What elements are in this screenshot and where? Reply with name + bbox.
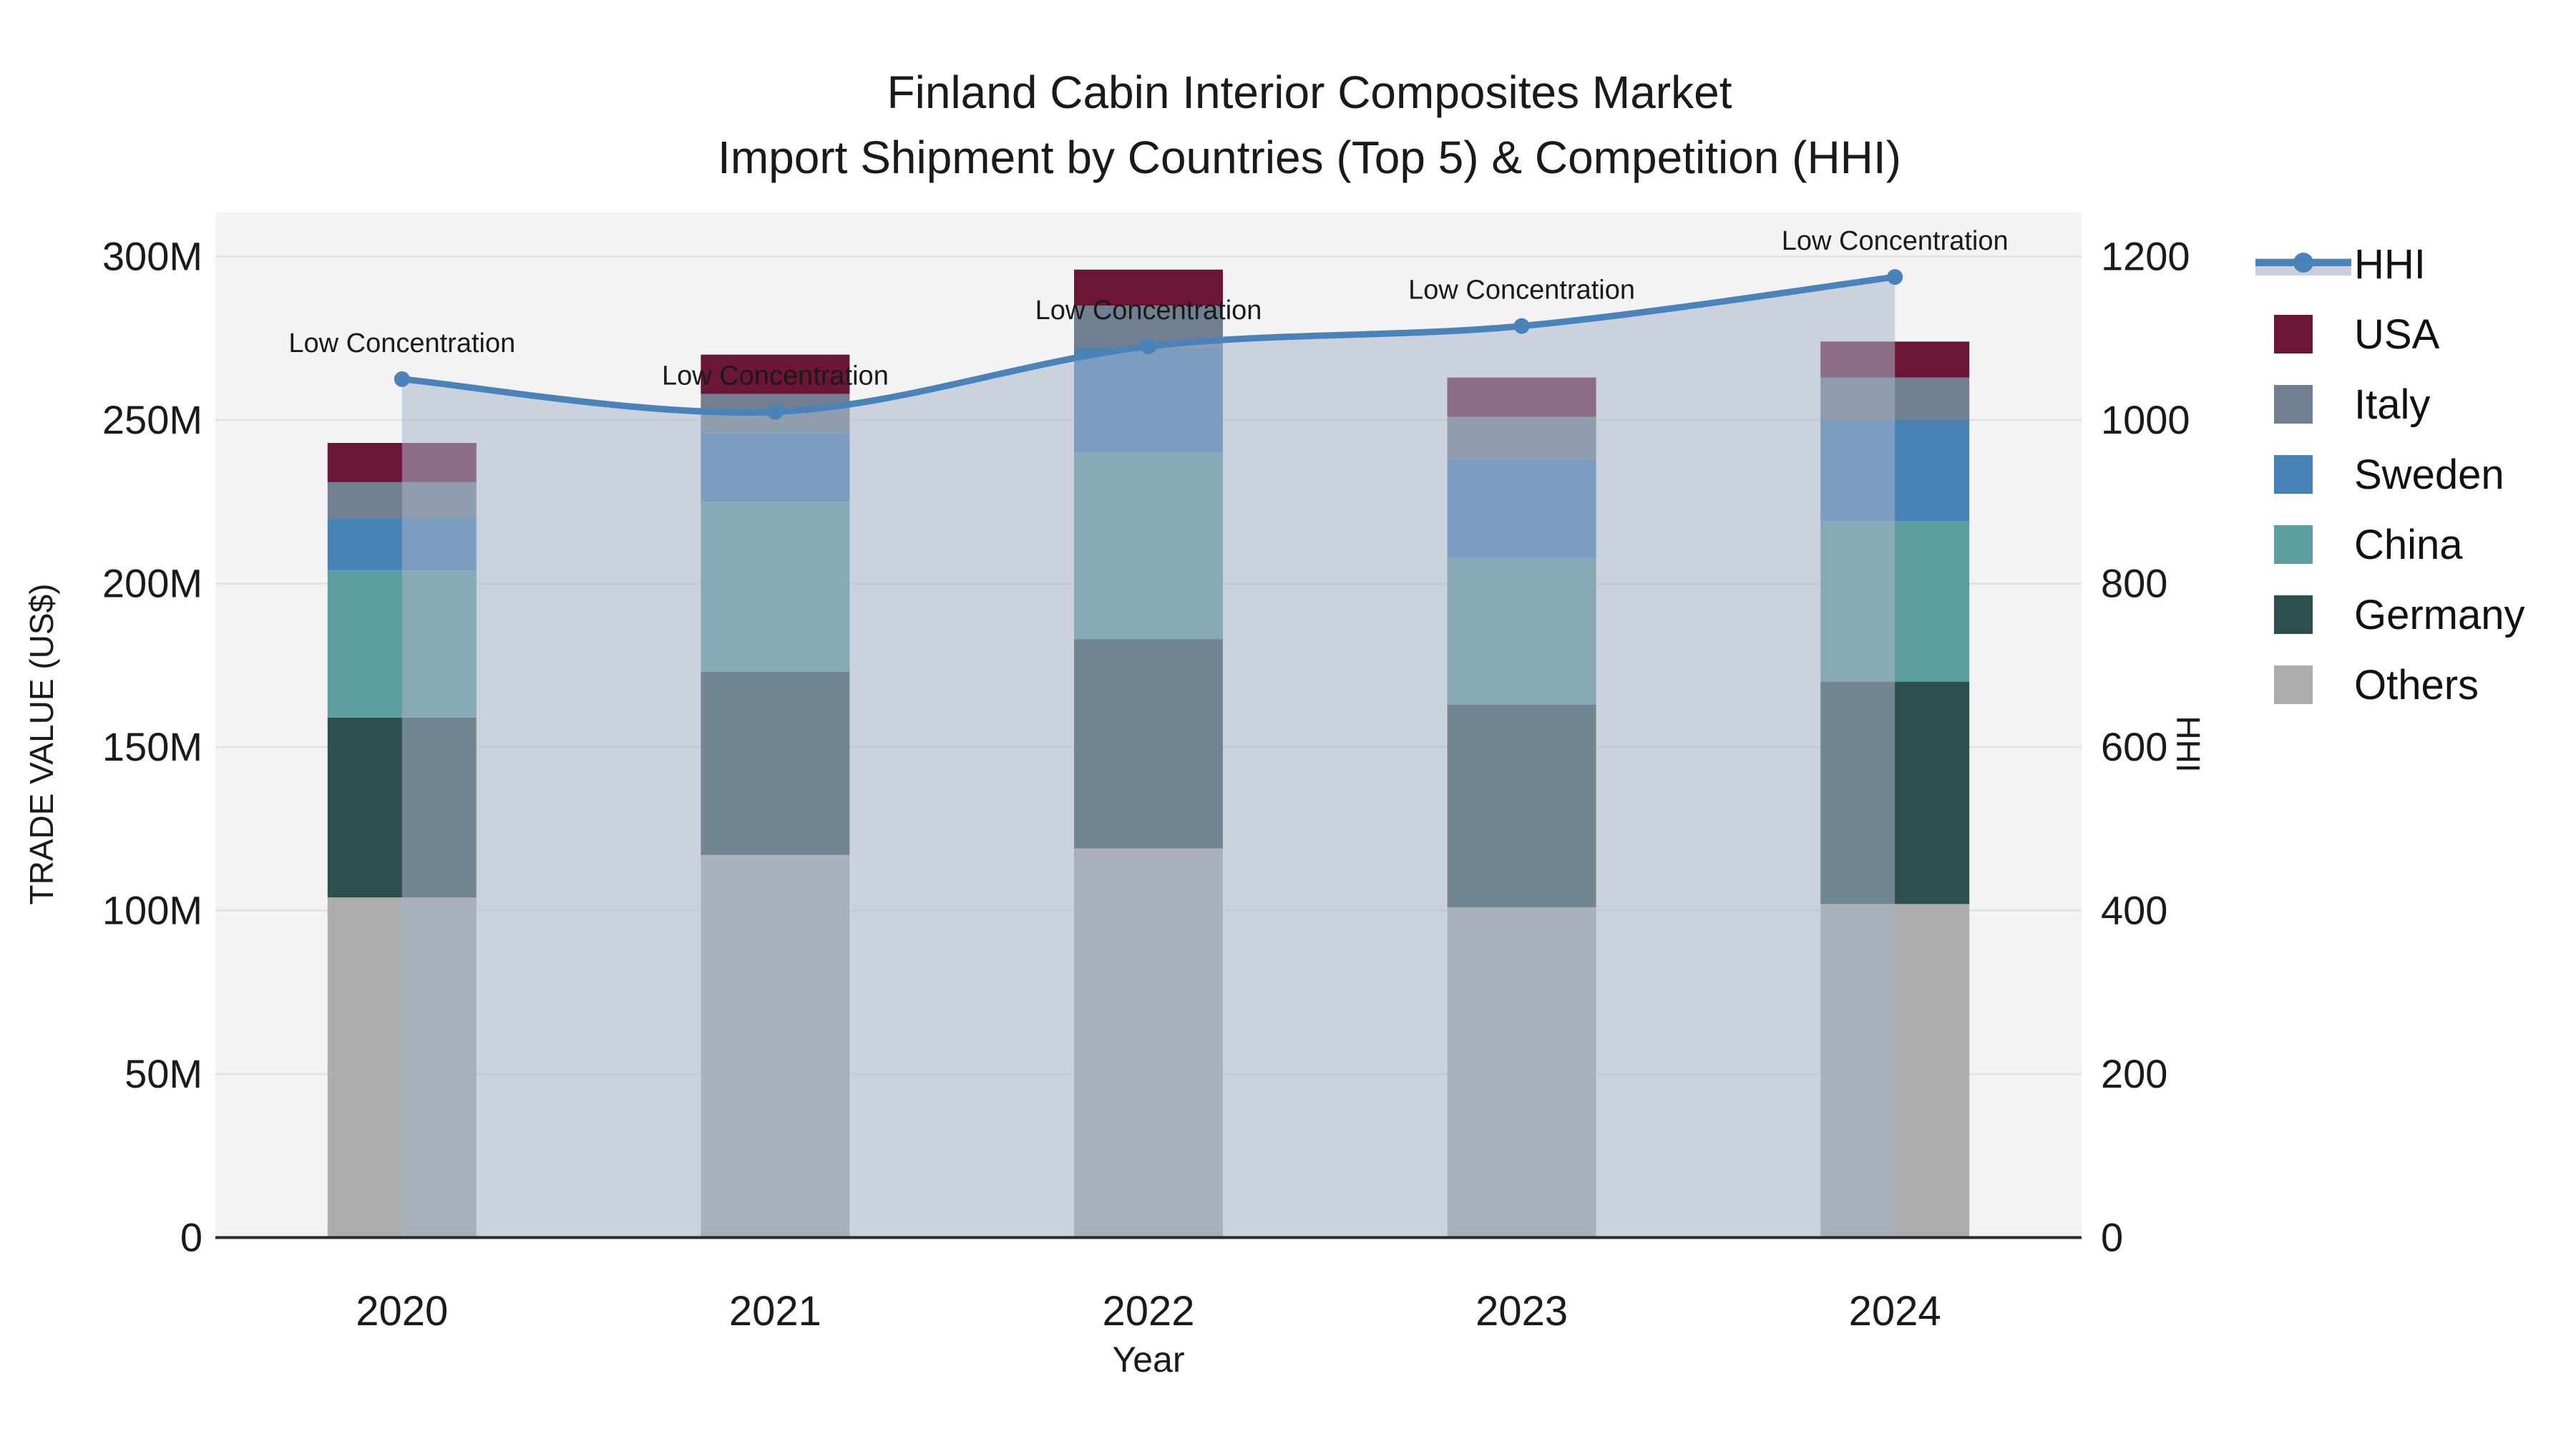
y-right-tick-0: 0 xyxy=(2101,1215,2123,1260)
y-right-tick-400: 400 xyxy=(2101,888,2167,933)
annotation-low-concentration-2023: Low Concentration xyxy=(1408,275,1635,306)
legend-label: Germany xyxy=(2354,591,2525,638)
x-tick-2024: 2024 xyxy=(1849,1288,1941,1335)
legend-label: Italy xyxy=(2354,381,2431,428)
y-right-tick-800: 800 xyxy=(2101,561,2167,606)
hhi-marker-2021[interactable] xyxy=(767,404,784,420)
legend-item-sweden[interactable]: Sweden xyxy=(2254,439,2525,509)
y-left-tick-150M: 150M xyxy=(102,724,203,769)
y-right-tick-200: 200 xyxy=(2101,1051,2167,1096)
y-left-tick-300M: 300M xyxy=(102,234,203,279)
hhi-line-swatch-icon xyxy=(2255,253,2351,275)
chart-title-line2: Import Shipment by Countries (Top 5) & C… xyxy=(718,131,1901,183)
bar-segment-usa-2022[interactable] xyxy=(1074,269,1223,306)
others-color-swatch xyxy=(2274,665,2313,704)
legend-item-usa[interactable]: USA xyxy=(2254,299,2525,369)
legend-hhi-swatch xyxy=(2254,245,2354,283)
annotation-low-concentration-2021: Low Concentration xyxy=(662,361,889,391)
legend-item-china[interactable]: China xyxy=(2254,509,2525,580)
y-left-tick-250M: 250M xyxy=(102,397,203,442)
y-right-tick-1200: 1200 xyxy=(2101,234,2190,279)
italy-color-swatch xyxy=(2274,385,2313,424)
y-left-tick-100M: 100M xyxy=(102,888,203,933)
legend-label: China xyxy=(2354,521,2463,568)
y-left-tick-200M: 200M xyxy=(102,561,203,606)
annotation-low-concentration-2024: Low Concentration xyxy=(1782,226,2009,256)
y-left-tick-0: 0 xyxy=(180,1215,203,1260)
x-tick-2020: 2020 xyxy=(356,1288,448,1335)
annotation-low-concentration-2020: Low Concentration xyxy=(288,328,515,358)
y-axis-right-title: HHI xyxy=(2170,716,2207,773)
sweden-color-swatch xyxy=(2274,455,2313,494)
legend-item-italy[interactable]: Italy xyxy=(2254,369,2525,439)
legend-label: USA xyxy=(2354,311,2440,358)
annotation-low-concentration-2022: Low Concentration xyxy=(1035,296,1262,326)
x-tick-2023: 2023 xyxy=(1475,1288,1568,1335)
legend-item-germany[interactable]: Germany xyxy=(2254,580,2525,650)
usa-color-swatch xyxy=(2274,315,2313,353)
hhi-marker-2024[interactable] xyxy=(1887,269,1903,286)
x-tick-2022: 2022 xyxy=(1102,1288,1194,1335)
hhi-marker-2020[interactable] xyxy=(394,371,410,387)
y-left-tick-50M: 50M xyxy=(125,1051,203,1096)
chart-title: Finland Cabin Interior Composites Market… xyxy=(718,60,1901,190)
bar-segment-usa-2021[interactable] xyxy=(701,354,850,394)
legend-item-hhi[interactable]: HHI xyxy=(2254,229,2525,299)
x-tick-2021: 2021 xyxy=(729,1288,821,1335)
germany-color-swatch xyxy=(2274,595,2313,634)
x-axis-title: Year xyxy=(1112,1340,1185,1380)
legend-label: Others xyxy=(2354,661,2479,708)
y-right-tick-600: 600 xyxy=(2101,724,2167,769)
china-color-swatch xyxy=(2274,525,2313,564)
legend-item-others[interactable]: Others xyxy=(2254,650,2525,720)
y-axis-left-title: TRADE VALUE (US$) xyxy=(23,583,60,905)
legend-label: HHI xyxy=(2354,240,2426,288)
legend-label: Sweden xyxy=(2354,451,2504,498)
chart-title-line1: Finland Cabin Interior Composites Market xyxy=(887,67,1732,118)
hhi-marker-2023[interactable] xyxy=(1513,318,1530,334)
hhi-area-fill xyxy=(401,277,1896,1238)
y-right-tick-1000: 1000 xyxy=(2101,397,2190,442)
legend: HHI USA Italy Sweden China Germany Other… xyxy=(2254,229,2525,720)
hhi-marker-2022[interactable] xyxy=(1141,338,1156,355)
